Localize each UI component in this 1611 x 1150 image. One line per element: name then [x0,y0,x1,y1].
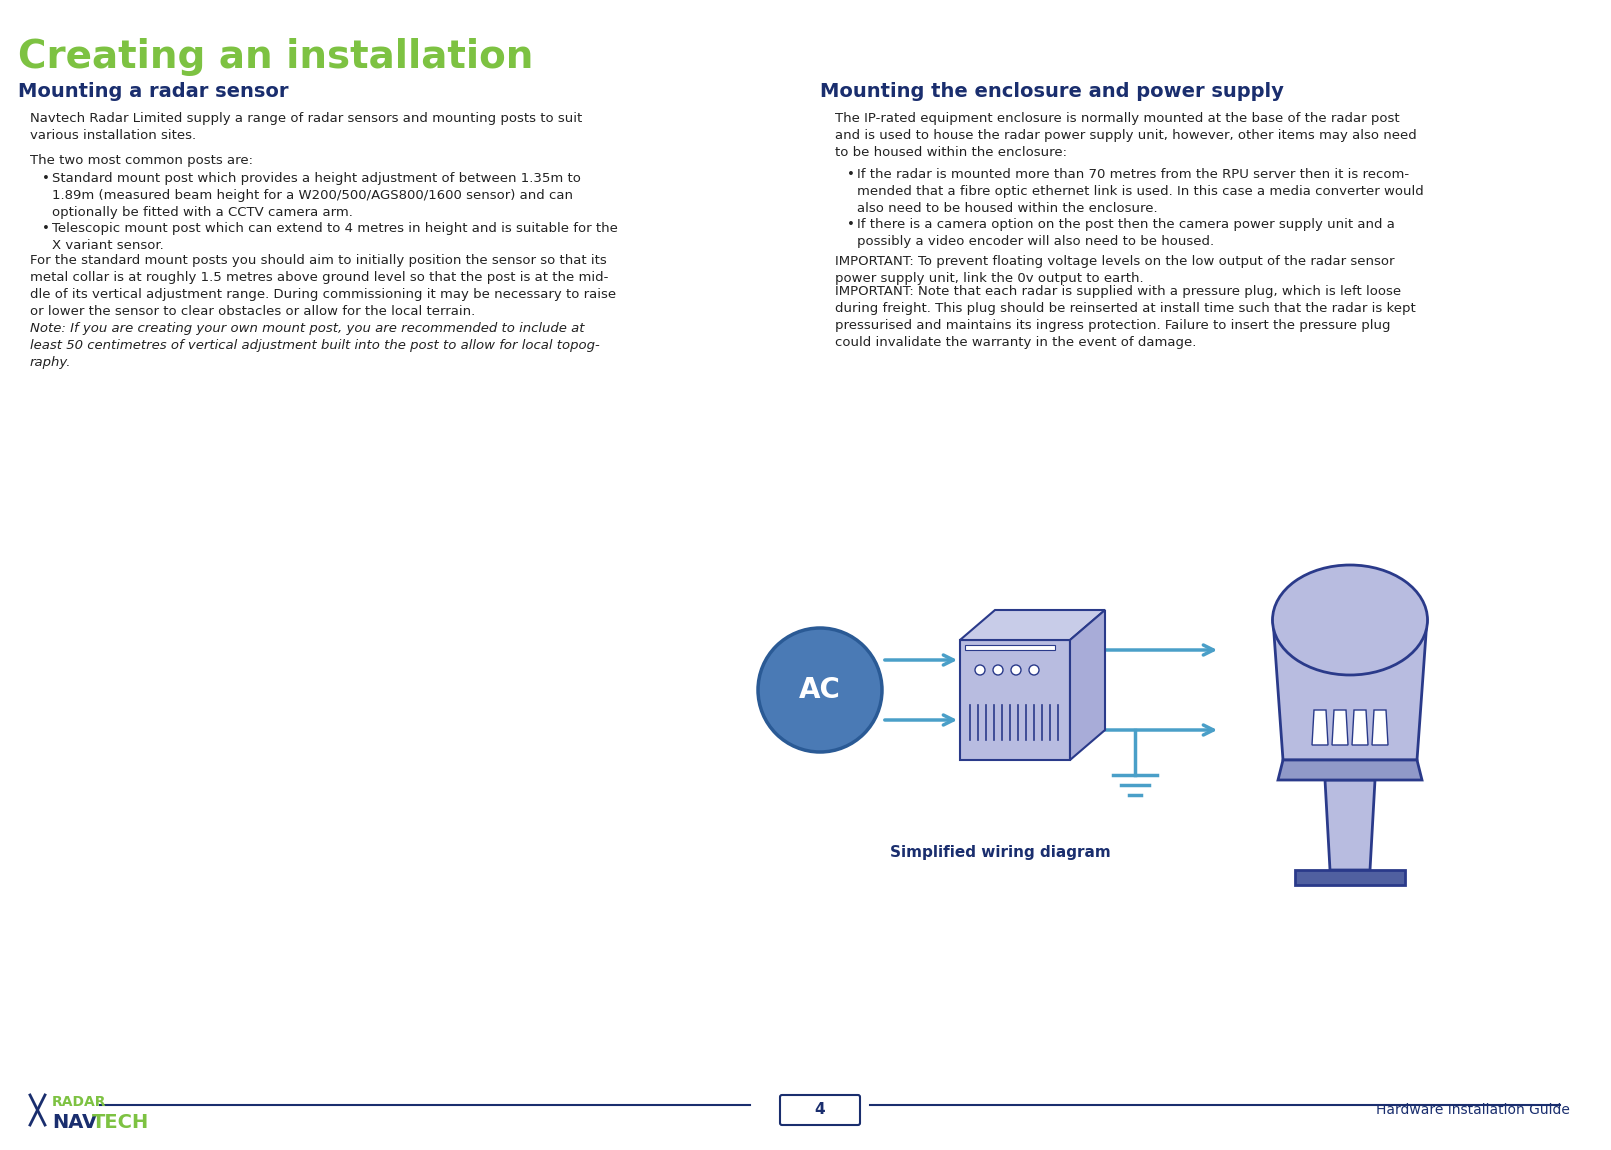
Circle shape [759,628,881,752]
Polygon shape [1070,610,1105,760]
Text: 4: 4 [815,1103,825,1118]
Text: Mounting a radar sensor: Mounting a radar sensor [18,82,288,101]
Circle shape [1012,665,1021,675]
Polygon shape [1373,710,1389,745]
Text: Mounting the enclosure and power supply: Mounting the enclosure and power supply [820,82,1284,101]
Text: For the standard mount posts you should aim to initially position the sensor so : For the standard mount posts you should … [31,254,615,319]
Ellipse shape [1273,565,1427,675]
Text: •: • [42,172,50,185]
Polygon shape [1273,620,1427,760]
Polygon shape [1332,710,1348,745]
Text: NAV: NAV [52,1112,97,1132]
Polygon shape [1352,710,1368,745]
Text: Simplified wiring diagram: Simplified wiring diagram [889,845,1110,860]
Text: •: • [42,222,50,235]
Text: RADAR: RADAR [52,1095,106,1109]
Circle shape [992,665,1004,675]
Text: Creating an installation: Creating an installation [18,38,533,76]
Text: The IP-rated equipment enclosure is normally mounted at the base of the radar po: The IP-rated equipment enclosure is norm… [834,112,1416,159]
Text: •: • [847,218,855,231]
Polygon shape [965,645,1055,650]
Circle shape [1029,665,1039,675]
Polygon shape [960,610,1105,641]
Text: Navtech Radar Limited supply a range of radar sensors and mounting posts to suit: Navtech Radar Limited supply a range of … [31,112,582,141]
Text: If the radar is mounted more than 70 metres from the RPU server then it is recom: If the radar is mounted more than 70 met… [857,168,1424,215]
Text: •: • [847,168,855,181]
Polygon shape [1324,780,1376,871]
Text: The two most common posts are:: The two most common posts are: [31,154,253,167]
Text: If there is a camera option on the post then the camera power supply unit and a
: If there is a camera option on the post … [857,218,1395,248]
Text: IMPORTANT: To prevent floating voltage levels on the low output of the radar sen: IMPORTANT: To prevent floating voltage l… [834,255,1395,285]
Text: TECH: TECH [92,1112,150,1132]
Polygon shape [1311,710,1327,745]
Polygon shape [1295,871,1405,886]
Text: IMPORTANT: Note that each radar is supplied with a pressure plug, which is left : IMPORTANT: Note that each radar is suppl… [834,285,1416,348]
Circle shape [975,665,984,675]
Text: Hardware Installation Guide: Hardware Installation Guide [1376,1103,1571,1117]
Text: Telescopic mount post which can extend to 4 metres in height and is suitable for: Telescopic mount post which can extend t… [52,222,619,252]
Text: Note: If you are creating your own mount post, you are recommended to include at: Note: If you are creating your own mount… [31,322,599,369]
Polygon shape [1278,760,1423,780]
Text: Standard mount post which provides a height adjustment of between 1.35m to
1.89m: Standard mount post which provides a hei… [52,172,582,218]
Polygon shape [960,641,1070,760]
FancyBboxPatch shape [780,1095,860,1125]
Text: AC: AC [799,676,841,704]
